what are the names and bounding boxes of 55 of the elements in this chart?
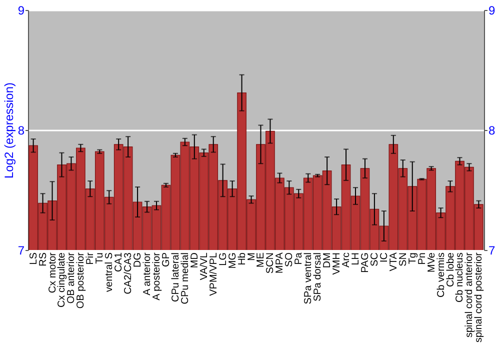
x-tick-label: Arc [341, 252, 352, 268]
x-tick-label: VTA [388, 252, 400, 272]
x-tick-label: SPa dorsal [312, 252, 324, 302]
x-tick-label: GP [160, 252, 172, 267]
x-tick-label: A anterior [142, 252, 154, 296]
x-tick-label: SPa ventral [303, 252, 314, 304]
x-tick-label: DG [132, 252, 144, 268]
x-tick-label: DM [322, 252, 334, 268]
x-tick-label: PAG [360, 252, 371, 273]
x-tick-label: SO [284, 252, 296, 267]
x-tick-label: LS [28, 252, 40, 265]
x-tick-label: CA2/CA3 [123, 252, 134, 294]
x-tick-label: MVe [426, 252, 438, 273]
x-tick-label: CA1 [114, 252, 125, 272]
x-tick-label: RS [38, 252, 49, 266]
y2-tick-label: 7 [488, 244, 496, 258]
y-tick-label: 8 [18, 124, 25, 138]
x-tick-label: VMH [332, 252, 343, 275]
x-tick-label: A posterior [152, 252, 162, 300]
x-tick-label: Pa [294, 252, 305, 265]
x-tick-label: Cb lobe [445, 252, 456, 287]
x-tick-label: VA/VL [198, 252, 210, 280]
x-tick-label: SCN [265, 252, 276, 274]
x-tick-label: Hb [236, 252, 248, 266]
x-tick-label: OB anterior [66, 252, 78, 304]
x-tick-label: Cx cingulate [56, 252, 68, 308]
x-tick-label: IC [378, 252, 390, 262]
x-tick-label: Tg [407, 252, 418, 264]
x-tick-label: LG [218, 252, 229, 266]
x-tick-label: Pn [416, 252, 428, 265]
x-tick-label: ventral S [104, 252, 116, 292]
x-tick-label: MG [227, 252, 238, 269]
x-tick-label: LH [350, 252, 362, 266]
y-axis-title: Log2 (expression) [2, 82, 16, 179]
y2-tick-label: 9 [488, 4, 496, 18]
x-tick-label: Cb nucleus [454, 252, 466, 303]
x-tick-label: Tu [94, 252, 106, 264]
x-tick-label: spinal cord posterior [474, 252, 485, 343]
x-tick-label: Pir [85, 252, 96, 265]
y-tick-label: 7 [18, 244, 25, 258]
x-tick-label: M [246, 252, 258, 261]
x-tick-label: CPu lateral [170, 252, 182, 302]
x-tick-label: MPA [274, 252, 286, 274]
x-tick-label: Cb vermis [436, 252, 447, 298]
x-tick-label: spinal cord anterior [464, 252, 476, 338]
x-tick-label: VPM/VPL [208, 252, 220, 296]
x-tick-label: OB posterior [76, 252, 87, 309]
x-tick-label: Cx motor [47, 252, 58, 294]
y-tick-label: 9 [18, 4, 25, 18]
x-tick-label: CPu medial [180, 252, 191, 304]
x-tick-label: SN [398, 252, 409, 266]
x-tick-label: MD [189, 252, 200, 268]
x-tick-label: ME [256, 252, 267, 268]
y2-tick-label: 8 [488, 124, 496, 138]
x-tick-label: SC [369, 252, 380, 266]
